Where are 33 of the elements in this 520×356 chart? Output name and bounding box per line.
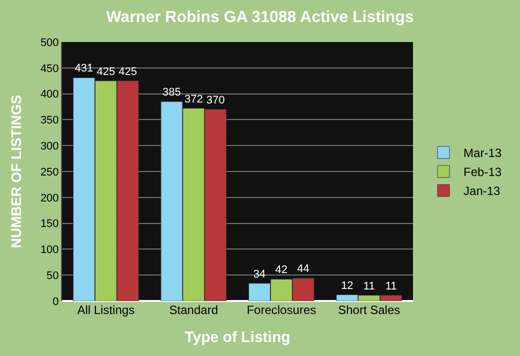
y-tick-label: 450 bbox=[40, 62, 59, 75]
legend-label: Jan-13 bbox=[464, 184, 501, 198]
chart-title: Warner Robins GA 31088 Active Listings bbox=[106, 8, 414, 26]
data-label: 370 bbox=[206, 94, 225, 106]
y-tick-label: 400 bbox=[40, 88, 59, 101]
legend-label: Mar-13 bbox=[464, 146, 502, 160]
x-tick-label: Foreclosures bbox=[246, 303, 316, 317]
data-label: 42 bbox=[275, 264, 288, 276]
legend-label: Feb-13 bbox=[464, 165, 502, 180]
y-axis-title: NUMBER OF LISTINGS bbox=[8, 94, 24, 248]
data-label: 431 bbox=[74, 62, 94, 75]
data-label: 372 bbox=[184, 93, 203, 106]
x-tick-label: All Listings bbox=[77, 303, 135, 317]
data-label: 12 bbox=[341, 280, 354, 292]
data-label: 385 bbox=[162, 86, 181, 99]
y-tick-label: 350 bbox=[40, 114, 59, 127]
y-tick-label: 250 bbox=[40, 166, 59, 178]
data-label: 34 bbox=[253, 268, 266, 280]
y-tick-label: 50 bbox=[46, 270, 59, 282]
y-tick-label: 200 bbox=[40, 192, 59, 204]
data-label: 11 bbox=[385, 280, 397, 292]
y-tick-label: 100 bbox=[40, 244, 59, 256]
y-tick-label: 300 bbox=[40, 140, 59, 152]
x-tick-label: Standard bbox=[169, 303, 218, 317]
data-label: 11 bbox=[363, 280, 375, 292]
y-tick-label: 0 bbox=[52, 296, 59, 308]
data-label: 44 bbox=[297, 263, 310, 276]
data-label: 425 bbox=[96, 66, 116, 78]
x-tick-label: Short Sales bbox=[338, 303, 400, 317]
x-axis-title: Type of Listing bbox=[184, 329, 290, 346]
y-tick-label: 500 bbox=[40, 36, 59, 49]
data-label: 425 bbox=[118, 66, 137, 78]
y-tick-label: 150 bbox=[40, 218, 59, 230]
